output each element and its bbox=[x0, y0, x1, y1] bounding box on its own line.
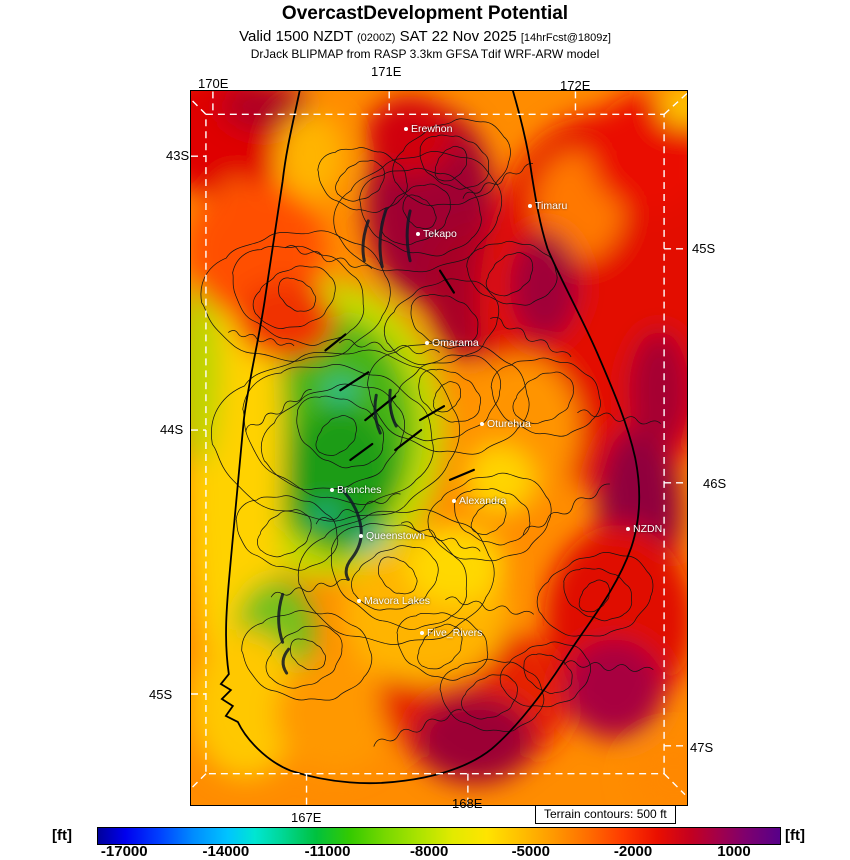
valid-fcst: [14hrFcst@1809z] bbox=[520, 32, 611, 44]
valid-zulu: (0200Z) bbox=[356, 32, 396, 44]
place-label: Oturehua bbox=[487, 418, 531, 430]
place-label: Mavora Lakes bbox=[364, 595, 430, 607]
grid-label-45s-right: 45S bbox=[692, 241, 716, 256]
place-dot-icon bbox=[425, 341, 429, 345]
place-mavora-lakes: Mavora Lakes bbox=[357, 595, 430, 607]
place-dot-icon bbox=[404, 127, 408, 131]
colorbar-tick: -17000 bbox=[100, 843, 148, 860]
colorbar-tick: -8000 bbox=[409, 843, 449, 860]
place-dot-icon bbox=[480, 422, 484, 426]
place-label: Timaru bbox=[535, 200, 568, 212]
place-dot-icon bbox=[330, 488, 334, 492]
colorbar-tick: -14000 bbox=[202, 843, 250, 860]
colorbar-unit-right: [ft] bbox=[785, 827, 805, 844]
map-frame: Erewhon Timaru Tekapo Omarama Oturehua B… bbox=[190, 90, 688, 806]
place-tekapo: Tekapo bbox=[416, 228, 457, 240]
place-dot-icon bbox=[626, 527, 630, 531]
ridge-lines bbox=[324, 269, 475, 481]
grid-label-170e: 170E bbox=[198, 76, 229, 91]
model-line: DrJack BLIPMAP from RASP 3.3km GFSA Tdif… bbox=[250, 47, 600, 61]
colorbar-tick: -5000 bbox=[511, 843, 550, 860]
valid-line: Valid 1500 NZDT (0200Z) SAT 22 Nov 2025 … bbox=[0, 28, 850, 45]
grid-label-172e: 172E bbox=[560, 78, 591, 93]
place-label: Five_Rivers bbox=[427, 627, 483, 639]
place-branches: Branches bbox=[330, 484, 381, 496]
place-omarama: Omarama bbox=[425, 337, 479, 349]
colorbar-unit-left: [ft] bbox=[52, 827, 72, 844]
valid-prefix: Valid 1500 NZDT bbox=[239, 28, 357, 45]
page-title: OvercastDevelopment Potential bbox=[281, 3, 569, 24]
valid-date: SAT 22 Nov 2025 bbox=[395, 28, 521, 45]
colorbar bbox=[97, 827, 781, 845]
grid-label-171e: 171E bbox=[371, 64, 402, 79]
place-label: Branches bbox=[337, 484, 382, 496]
grid-label-168e: 168E bbox=[452, 796, 483, 811]
place-label: Queenstown bbox=[366, 530, 425, 542]
grid-label-47s: 47S bbox=[690, 740, 714, 755]
place-dot-icon bbox=[528, 204, 532, 208]
place-dot-icon bbox=[416, 232, 420, 236]
colorbar-tick: -11000 bbox=[304, 843, 351, 860]
overcast-potential-field bbox=[191, 91, 687, 805]
coastline bbox=[219, 91, 641, 785]
place-dot-icon bbox=[357, 599, 361, 603]
grid-label-46s: 46S bbox=[703, 476, 727, 491]
place-label: Omarama bbox=[432, 337, 479, 349]
colorbar-tick: -2000 bbox=[613, 843, 653, 860]
place-erewhon: Erewhon bbox=[404, 123, 452, 135]
place-label: Alexandra bbox=[459, 495, 507, 507]
place-queenstown: Queenstown bbox=[359, 530, 425, 542]
place-dot-icon bbox=[420, 631, 424, 635]
place-label: NZDN bbox=[633, 523, 663, 535]
colorbar-ticks: -17000 -14000 -11000 -8000 -5000 -2000 1… bbox=[97, 843, 779, 860]
place-alexandra: Alexandra bbox=[452, 495, 506, 507]
place-label: Tekapo bbox=[423, 228, 457, 240]
terrain-contours-note: Terrain contours: 500 ft bbox=[535, 805, 676, 824]
grid-label-167e: 167E bbox=[291, 810, 322, 825]
grid-label-45s-left: 45S bbox=[149, 687, 173, 702]
place-label: Erewhon bbox=[411, 123, 453, 135]
domain-boundary bbox=[191, 91, 687, 805]
place-timaru: Timaru bbox=[528, 200, 567, 212]
plot-header: OvercastDevelopment Potential Valid 1500… bbox=[0, 0, 850, 61]
map-plot bbox=[191, 91, 687, 805]
place-dot-icon bbox=[452, 499, 456, 503]
place-five-rivers: Five_Rivers bbox=[420, 627, 482, 639]
lakes bbox=[277, 207, 412, 675]
colorbar-tick: 1000 bbox=[717, 843, 751, 860]
place-nzdn: NZDN bbox=[626, 523, 662, 535]
place-dot-icon bbox=[359, 534, 363, 538]
place-oturehua: Oturehua bbox=[480, 418, 531, 430]
grid-label-43s: 43S bbox=[166, 148, 190, 163]
grid-label-44s: 44S bbox=[160, 422, 184, 437]
